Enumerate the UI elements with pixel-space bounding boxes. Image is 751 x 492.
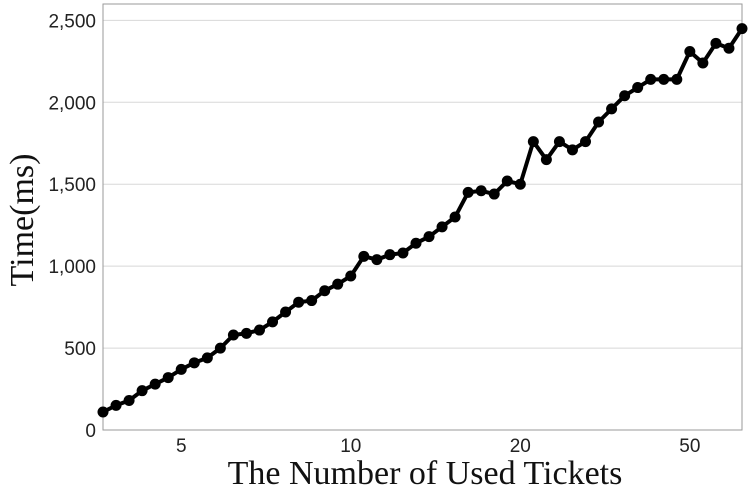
data-point xyxy=(332,278,344,290)
data-point xyxy=(97,406,109,418)
data-point xyxy=(162,372,174,384)
y-tick-label: 0 xyxy=(85,421,96,442)
data-point xyxy=(436,221,448,233)
data-point xyxy=(227,329,239,341)
data-point xyxy=(697,57,709,69)
y-tick-label: 2,000 xyxy=(48,93,96,114)
data-point xyxy=(371,254,383,266)
data-point xyxy=(514,178,526,190)
y-tick-label: 500 xyxy=(64,339,96,360)
data-point xyxy=(580,136,592,148)
data-point xyxy=(358,250,370,262)
data-point xyxy=(736,23,748,35)
data-point xyxy=(280,306,292,318)
y-tick-label: 1,500 xyxy=(48,175,96,196)
x-tick-label: 10 xyxy=(340,436,361,457)
data-point xyxy=(319,285,331,297)
series-line xyxy=(102,27,744,414)
data-point xyxy=(397,247,409,259)
data-point xyxy=(684,46,696,58)
data-point xyxy=(293,296,305,308)
data-point xyxy=(136,385,148,397)
data-point xyxy=(671,73,683,85)
data-point xyxy=(475,185,487,197)
data-point xyxy=(345,270,357,282)
data-point xyxy=(606,103,618,115)
data-point xyxy=(632,82,644,94)
x-tick-label: 5 xyxy=(176,436,187,457)
y-axis-ticks: 0 500 1,000 1,500 2,000 2,500 xyxy=(48,11,96,442)
y-tick-label: 1,000 xyxy=(48,257,96,278)
data-point xyxy=(149,378,161,390)
data-point xyxy=(658,73,670,85)
data-point xyxy=(645,73,657,85)
data-point xyxy=(462,186,474,198)
data-point xyxy=(240,327,252,339)
x-tick-label: 50 xyxy=(679,436,700,457)
data-point xyxy=(619,90,631,102)
plot-frame xyxy=(102,3,743,431)
data-point xyxy=(710,37,722,49)
data-point xyxy=(488,188,500,200)
data-point xyxy=(123,395,135,407)
data-point xyxy=(593,116,605,128)
data-point xyxy=(384,249,396,261)
data-point xyxy=(449,211,461,223)
data-point xyxy=(553,136,565,148)
y-tick-label: 2,500 xyxy=(48,11,96,32)
data-point xyxy=(723,42,735,54)
data-point xyxy=(540,154,552,166)
data-point xyxy=(501,175,513,187)
data-point xyxy=(423,231,435,243)
x-axis-ticks: 5 10 20 50 xyxy=(176,436,700,457)
data-point xyxy=(267,316,279,328)
data-point xyxy=(175,363,187,375)
x-axis-title: The Number of Used Tickets xyxy=(228,455,623,492)
data-point xyxy=(214,342,226,354)
data-points xyxy=(97,23,748,418)
data-point xyxy=(253,324,265,336)
data-point xyxy=(110,399,122,411)
y-axis-title: Time(ms) xyxy=(4,154,41,287)
data-point xyxy=(410,237,422,249)
data-point xyxy=(566,144,578,156)
data-point xyxy=(201,352,213,364)
data-point xyxy=(188,357,200,369)
x-tick-label: 20 xyxy=(510,436,531,457)
data-point xyxy=(527,136,539,148)
data-point xyxy=(306,295,318,307)
